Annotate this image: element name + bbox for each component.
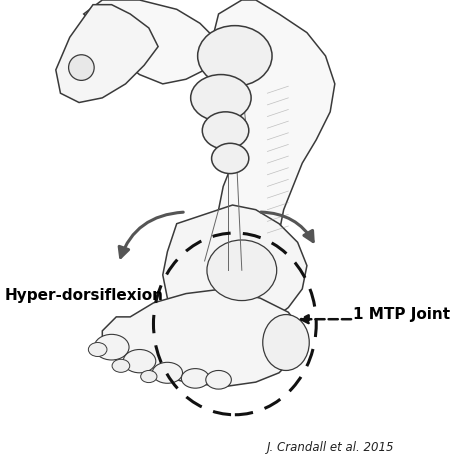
Ellipse shape	[123, 350, 156, 373]
Ellipse shape	[263, 315, 309, 370]
Ellipse shape	[69, 55, 94, 80]
Ellipse shape	[112, 359, 130, 372]
Polygon shape	[56, 5, 158, 103]
Text: Hyper-dorsiflexion: Hyper-dorsiflexion	[5, 288, 164, 303]
Polygon shape	[102, 289, 302, 387]
Ellipse shape	[94, 335, 129, 360]
Ellipse shape	[211, 144, 249, 173]
Text: J. Crandall et al. 2015: J. Crandall et al. 2015	[267, 441, 395, 454]
Ellipse shape	[152, 363, 182, 383]
Ellipse shape	[206, 370, 231, 389]
Ellipse shape	[141, 370, 157, 383]
Polygon shape	[163, 205, 307, 336]
Ellipse shape	[202, 112, 249, 149]
Ellipse shape	[88, 343, 107, 356]
Ellipse shape	[198, 26, 272, 86]
Ellipse shape	[191, 75, 251, 121]
Ellipse shape	[182, 369, 209, 388]
Polygon shape	[84, 0, 214, 84]
Ellipse shape	[207, 240, 277, 301]
Polygon shape	[214, 0, 335, 280]
Text: 1 MTP Joint: 1 MTP Joint	[354, 307, 451, 322]
